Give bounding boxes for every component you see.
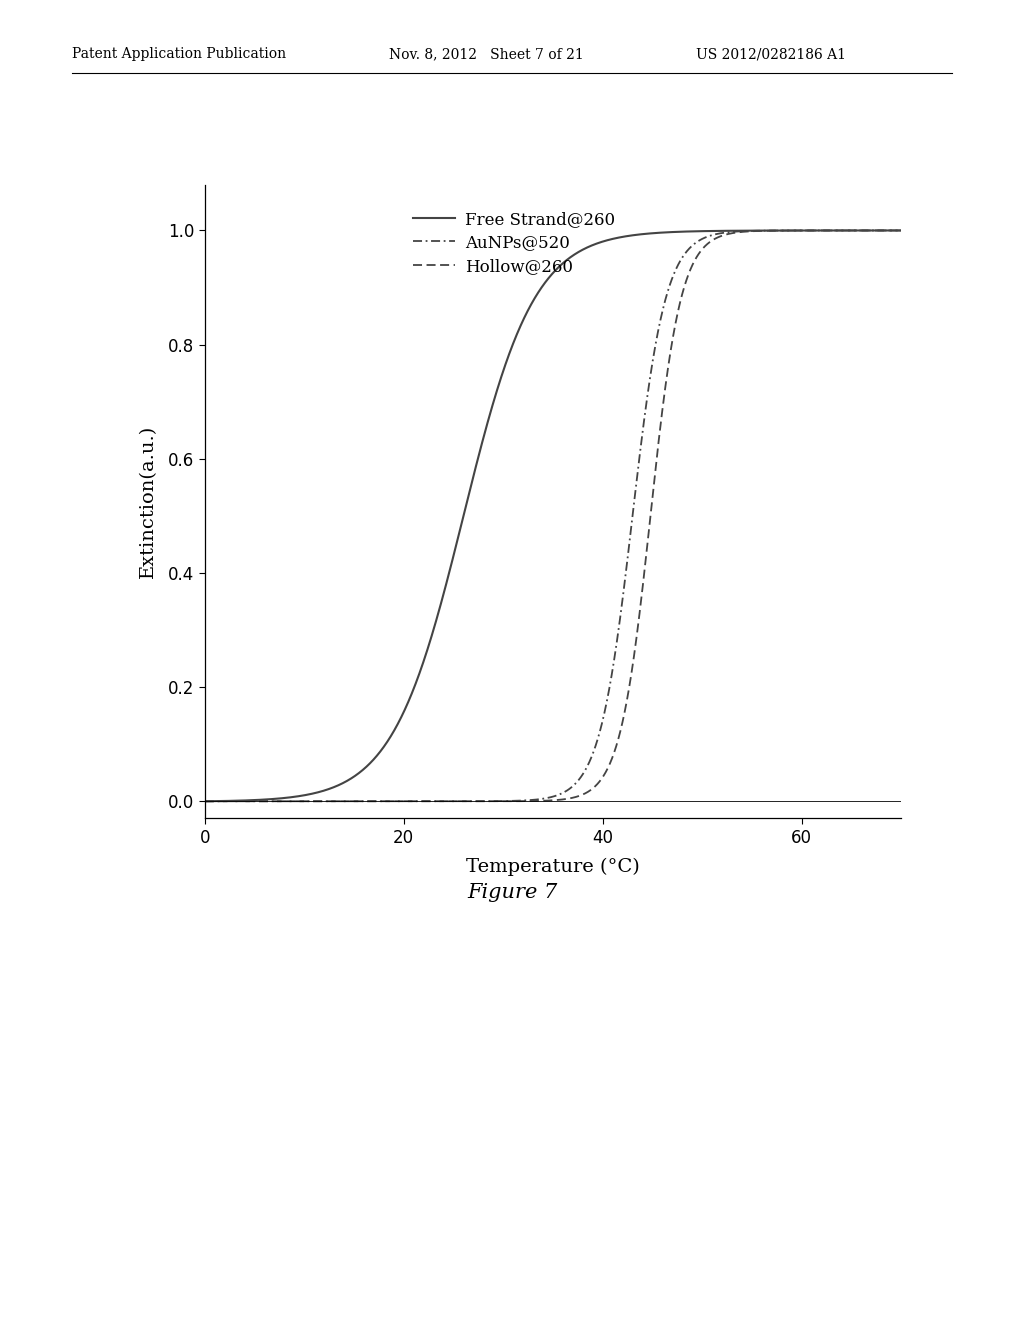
Legend: Free Strand@260, AuNPs@520, Hollow@260: Free Strand@260, AuNPs@520, Hollow@260 <box>409 206 620 280</box>
Text: Nov. 8, 2012   Sheet 7 of 21: Nov. 8, 2012 Sheet 7 of 21 <box>389 48 584 61</box>
Text: Figure 7: Figure 7 <box>467 883 557 902</box>
Text: Patent Application Publication: Patent Application Publication <box>72 48 286 61</box>
Text: US 2012/0282186 A1: US 2012/0282186 A1 <box>696 48 846 61</box>
X-axis label: Temperature (°C): Temperature (°C) <box>466 858 640 876</box>
Y-axis label: Extinction(a.u.): Extinction(a.u.) <box>139 425 157 578</box>
